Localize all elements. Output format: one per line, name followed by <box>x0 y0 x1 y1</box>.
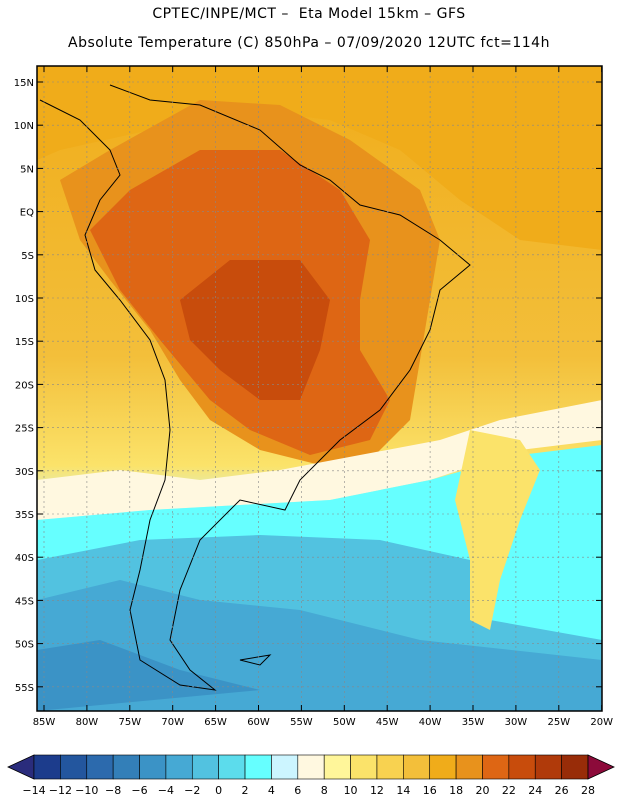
lat-label: 50S <box>15 640 34 651</box>
colorbar-tick-label: 12 <box>370 784 384 797</box>
lat-label: 10N <box>14 121 34 132</box>
lat-label: 25S <box>15 424 34 435</box>
colorbar-tick-label: 22 <box>502 784 516 797</box>
colorbar-tick-label: −10 <box>75 784 98 797</box>
lon-label: 60W <box>247 717 270 728</box>
lon-label: 65W <box>204 717 227 728</box>
colorbar <box>7 754 615 780</box>
colorbar-tick-label: 2 <box>242 784 249 797</box>
colorbar-tick-label: −8 <box>105 784 121 797</box>
lon-label: 80W <box>76 717 99 728</box>
colorbar-swatch <box>350 754 378 780</box>
lon-label: 45W <box>376 717 399 728</box>
colorbar-tick-label: 28 <box>581 784 595 797</box>
colorbar-swatch <box>60 754 88 780</box>
longitude-labels: 85W 80W 75W 70W 65W 60W 55W 50W 45W 40W 35W 30W 25W 2… <box>33 66 613 728</box>
lat-label: 10S <box>15 294 34 305</box>
lon-label: 20W <box>590 717 613 728</box>
colorbar-swatch <box>534 754 562 780</box>
colorbar-swatch <box>165 754 193 780</box>
title-line-1: CPTEC/INPE/MCT – Eta Model 15km – GFS <box>152 6 466 22</box>
colorbar-swatch <box>139 754 167 780</box>
colorbar-swatch <box>403 754 431 780</box>
lon-label: 40W <box>419 717 442 728</box>
colorbar-tick-label: 10 <box>344 784 358 797</box>
lat-label: 15S <box>15 337 34 348</box>
colorbar-swatch <box>482 754 510 780</box>
colorbar-swatch <box>376 754 404 780</box>
lat-label: 5S <box>21 251 34 262</box>
colorbar-tick-label: 8 <box>321 784 328 797</box>
colorbar-min-arrow <box>7 754 35 780</box>
lon-label: 75W <box>118 717 141 728</box>
colorbar-swatch <box>86 754 114 780</box>
lat-label: 35S <box>15 510 34 521</box>
colorbar-swatch <box>218 754 246 780</box>
lat-label: 55S <box>15 683 34 694</box>
colorbar-swatch <box>455 754 483 780</box>
colorbar-tick-label: 26 <box>555 784 569 797</box>
lat-label: 40S <box>15 553 34 564</box>
colorbar-swatch <box>244 754 272 780</box>
lon-label: 35W <box>462 717 485 728</box>
colorbar-tick-label: 20 <box>475 784 489 797</box>
latitude-labels: 15N 10N 5N EQ 5S 10S 15S 20S 25S 30S 35S 40S 45S 50S 5… <box>14 78 602 694</box>
colorbar-tick-label: 24 <box>528 784 542 797</box>
colorbar-swatch <box>561 754 589 780</box>
colorbar-max-arrow <box>587 754 615 780</box>
title-line-2: Absolute Temperature (C) 850hPa – 07/09/… <box>68 35 550 51</box>
lat-label: 30S <box>15 467 34 478</box>
coastline <box>39 84 471 691</box>
temperature-field <box>37 66 602 711</box>
colorbar-swatch <box>429 754 457 780</box>
lon-label: 85W <box>33 717 56 728</box>
lat-label: 20S <box>15 380 34 391</box>
colorbar-tick-label: 18 <box>449 784 463 797</box>
map-frame <box>36 65 603 712</box>
colorbar-tick-label: 14 <box>396 784 410 797</box>
colorbar-swatch <box>271 754 299 780</box>
colorbar-swatch <box>323 754 351 780</box>
lat-label: 45S <box>15 596 34 607</box>
colorbar-tick-label: 4 <box>268 784 275 797</box>
colorbar-tick-label: −4 <box>158 784 174 797</box>
lon-label: 25W <box>547 717 570 728</box>
colorbar-swatch <box>508 754 536 780</box>
lon-label: 55W <box>290 717 313 728</box>
graticule <box>37 66 602 711</box>
colorbar-tick-label: −14 <box>22 784 45 797</box>
lat-label: EQ <box>20 208 34 219</box>
colorbar-swatch <box>33 754 61 780</box>
colorbar-tick-label: 6 <box>294 784 301 797</box>
colorbar-swatch <box>112 754 140 780</box>
lon-label: 50W <box>333 717 356 728</box>
colorbar-tick-label: −2 <box>184 784 200 797</box>
lat-label: 15N <box>14 78 34 89</box>
colorbar-labels: −14 −12 −10 −8 −6 −4 −2 0 2 4 6 8 10 12 14 16 18 20 22 24 26… <box>22 784 595 797</box>
colorbar-tick-label: −12 <box>49 784 72 797</box>
colorbar-tick-label: 16 <box>423 784 437 797</box>
colorbar-tick-label: −6 <box>131 784 147 797</box>
colorbar-tick-label: 0 <box>215 784 222 797</box>
colorbar-swatch <box>297 754 325 780</box>
lat-label: 5N <box>20 164 34 175</box>
lon-label: 70W <box>161 717 184 728</box>
colorbar-swatch <box>191 754 219 780</box>
lon-label: 30W <box>505 717 528 728</box>
